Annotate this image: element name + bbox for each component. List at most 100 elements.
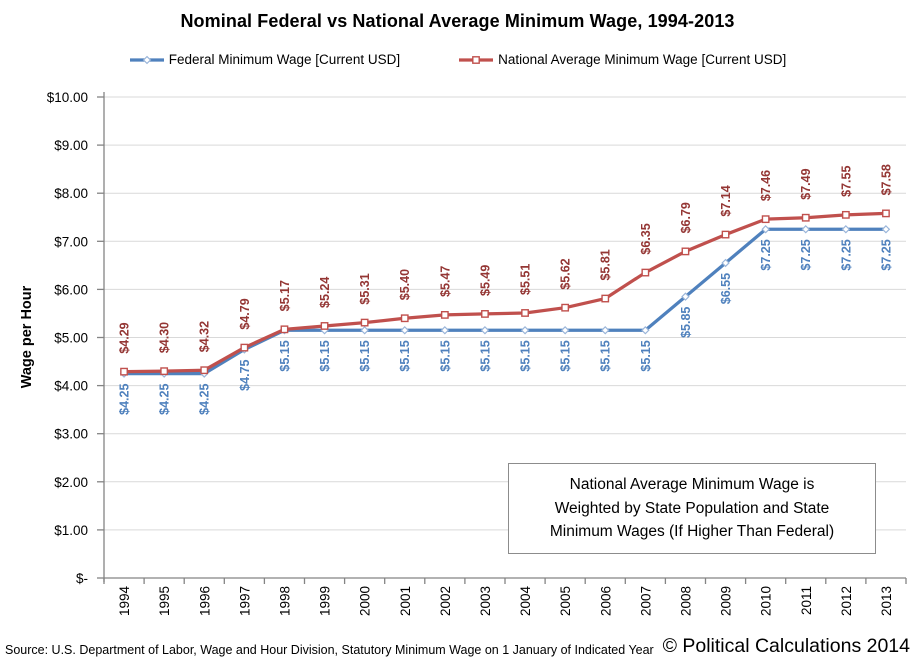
data-point-marker xyxy=(761,215,770,224)
data-label: $5.85 xyxy=(679,307,693,338)
data-label: $5.31 xyxy=(358,273,372,304)
data-point-marker xyxy=(280,325,289,334)
y-tick-label: $5.00 xyxy=(54,331,88,346)
data-point-marker xyxy=(601,294,610,303)
data-point-marker xyxy=(721,258,730,268)
y-tick-label: $2.00 xyxy=(54,475,88,490)
data-label: $6.55 xyxy=(719,273,733,304)
data-label: $7.25 xyxy=(839,239,853,270)
x-tick-label: 2013 xyxy=(879,586,894,616)
data-point-marker xyxy=(641,326,650,335)
data-point-marker xyxy=(400,314,409,323)
data-point-marker xyxy=(520,326,530,335)
data-label: $5.62 xyxy=(559,258,573,289)
annotation-box: National Average Minimum Wage is Weighte… xyxy=(508,463,876,554)
data-point-marker xyxy=(601,326,610,335)
data-label: $5.47 xyxy=(438,266,452,297)
data-label: $5.24 xyxy=(318,277,332,308)
annotation-line: Weighted by State Population and State xyxy=(554,499,830,517)
legend-item-federal: Federal Minimum Wage [Current USD] xyxy=(129,52,400,67)
legend-label-federal: Federal Minimum Wage [Current USD] xyxy=(168,52,401,67)
x-tick-label: 2005 xyxy=(558,586,573,616)
data-point-marker xyxy=(480,326,490,335)
chart-title: Nominal Federal vs National Average Mini… xyxy=(180,11,735,31)
national-series-marker-icon xyxy=(459,55,494,64)
data-label: $5.17 xyxy=(278,280,292,311)
x-tick-label: 2007 xyxy=(638,586,653,616)
y-tick-label: $9.00 xyxy=(54,138,88,153)
y-tick-label: $8.00 xyxy=(54,186,88,201)
y-tick-label: $6.00 xyxy=(54,282,88,297)
data-label: $7.55 xyxy=(839,166,853,197)
data-point-marker xyxy=(360,326,369,335)
data-point-marker xyxy=(721,230,730,239)
x-tick-label: 2010 xyxy=(759,586,774,616)
x-tick-label: 2000 xyxy=(358,586,373,616)
data-label: $5.15 xyxy=(639,340,653,371)
data-point-marker xyxy=(320,322,329,330)
data-point-marker xyxy=(400,326,409,335)
data-point-marker xyxy=(561,303,570,312)
data-point-marker xyxy=(801,213,810,222)
x-tick-label: 2001 xyxy=(398,586,413,616)
y-tick-label: $1.00 xyxy=(54,523,88,538)
data-point-marker xyxy=(360,318,369,327)
data-label: $5.51 xyxy=(519,264,533,295)
data-point-marker xyxy=(200,366,209,375)
data-label: $5.15 xyxy=(398,340,412,371)
x-tick-label: 1997 xyxy=(237,586,252,616)
x-tick-label: 1996 xyxy=(197,586,212,616)
data-point-marker xyxy=(481,310,489,318)
data-label: $7.14 xyxy=(719,185,733,216)
data-point-marker xyxy=(521,309,529,317)
data-label: $7.25 xyxy=(759,239,773,270)
data-point-marker xyxy=(440,310,449,319)
y-tick-label: $- xyxy=(76,571,88,586)
data-label: $5.15 xyxy=(559,340,573,371)
data-label: $5.15 xyxy=(599,340,613,371)
data-label: $7.58 xyxy=(879,164,893,195)
x-tick-label: 2003 xyxy=(478,586,493,616)
data-point-marker xyxy=(440,326,450,335)
data-point-marker xyxy=(801,225,810,234)
annotation-line: National Average Minimum Wage is xyxy=(569,476,815,493)
x-tick-label: 2006 xyxy=(598,586,613,616)
data-point-marker xyxy=(841,225,851,234)
data-label: $7.25 xyxy=(799,239,813,270)
data-point-marker xyxy=(882,209,890,218)
data-point-marker xyxy=(240,343,249,352)
y-tick-label: $10.00 xyxy=(47,90,88,105)
data-label: $4.30 xyxy=(158,322,172,353)
data-label: $5.15 xyxy=(519,340,533,371)
data-point-marker xyxy=(761,225,770,234)
federal-series-marker-icon xyxy=(129,55,164,64)
data-point-marker xyxy=(560,326,570,335)
annotation-line: Minimum Wages (If Higher Than Federal) xyxy=(549,523,835,540)
data-label: $5.15 xyxy=(318,340,332,371)
source-note: Source: U.S. Department of Labor, Wage a… xyxy=(5,643,654,657)
data-label: $5.15 xyxy=(278,340,292,371)
national-series-line xyxy=(122,211,888,374)
legend-item-national: National Average Minimum Wage [Current U… xyxy=(458,52,786,67)
data-label: $4.25 xyxy=(118,384,132,415)
y-tick-label: $7.00 xyxy=(54,234,88,249)
y-tick-label: $4.00 xyxy=(54,379,88,394)
data-label: $4.25 xyxy=(158,384,172,415)
data-label: $4.29 xyxy=(118,322,132,353)
copyright-note: © Political Calculations 2014 xyxy=(662,635,910,657)
x-tick-label: 1994 xyxy=(117,586,132,617)
legend: Federal Minimum Wage [Current USD] Natio… xyxy=(0,52,915,67)
data-point-marker xyxy=(160,367,169,376)
data-label: $5.15 xyxy=(438,340,452,371)
x-tick-label: 2002 xyxy=(438,586,453,616)
data-label: $5.49 xyxy=(478,265,492,296)
data-label: $4.79 xyxy=(238,298,252,329)
data-point-marker xyxy=(120,367,128,376)
x-tick-label: 2012 xyxy=(839,586,854,616)
data-label: $5.15 xyxy=(358,340,372,371)
data-label: $4.75 xyxy=(238,359,252,390)
data-label: $7.49 xyxy=(799,168,813,199)
data-label: $5.40 xyxy=(398,269,412,300)
